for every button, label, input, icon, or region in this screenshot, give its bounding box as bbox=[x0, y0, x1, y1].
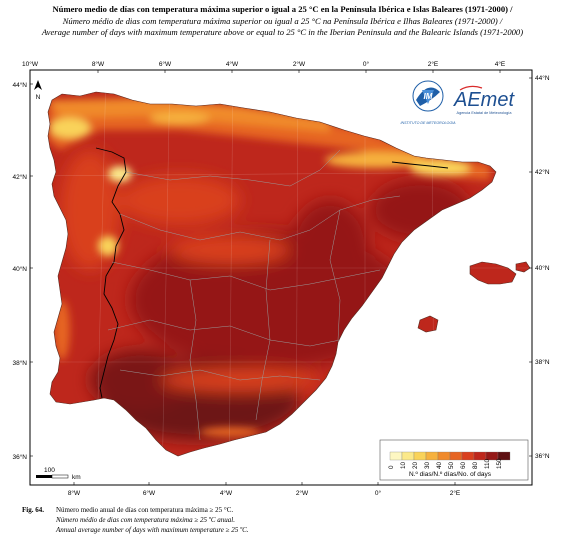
legend-class-label-9: 150 bbox=[496, 458, 503, 469]
tick-left-38n: 38°N bbox=[12, 359, 27, 367]
tick-top-10w: 10°W bbox=[22, 60, 39, 68]
tick-bottom-0: 0° bbox=[375, 489, 382, 497]
caption-english: Annual average number of days with maxim… bbox=[56, 526, 249, 534]
tick-left-36n: 36°N bbox=[12, 453, 27, 461]
title-portuguese: Número médio de dias com temperatura máx… bbox=[62, 15, 503, 26]
figure-label: Fig. 64. bbox=[22, 506, 44, 514]
tick-bottom-2w: 2°W bbox=[296, 489, 309, 497]
north-arrow-label: N bbox=[36, 94, 41, 101]
tick-top-0: 0° bbox=[363, 60, 370, 68]
legend-swatch-0 bbox=[389, 451, 403, 461]
legend-class-label-6: 60 bbox=[460, 461, 467, 469]
map-title-block: Número medio de días con temperatura máx… bbox=[0, 4, 565, 39]
scale-bar: 100 km bbox=[36, 467, 81, 481]
tick-right-38n: 38°N bbox=[535, 358, 550, 366]
tick-bottom-4w: 4°W bbox=[220, 489, 233, 497]
im-logo-icon: IM INSTITUTO DE METEOROLOGIA bbox=[400, 80, 456, 125]
tick-right-40n: 40°N bbox=[535, 264, 550, 272]
legend-swatches bbox=[389, 451, 511, 461]
legend-class-label-5: 50 bbox=[448, 461, 455, 469]
legend-class-label-2: 20 bbox=[412, 461, 419, 469]
tick-right-42n: 42°N bbox=[535, 168, 550, 176]
legend-swatch-1 bbox=[401, 451, 415, 461]
tick-bottom-6w: 6°W bbox=[143, 489, 156, 497]
tick-top-4w: 4°W bbox=[226, 60, 239, 68]
caption-spanish: Número medio anual de días con temperatu… bbox=[56, 506, 234, 514]
legend-class-label-1: 10 bbox=[400, 461, 407, 469]
legend: 0 10 20 30 40 50 60 80 110 150 N.º dias/N.º días/… bbox=[379, 439, 529, 481]
legend-class-label-0: 0 bbox=[388, 465, 395, 469]
legend-class-label-3: 30 bbox=[424, 461, 431, 469]
bottom-longitude-ticks: 8°W 6°W 4°W 2°W 0° 2°E bbox=[68, 489, 461, 497]
legend-swatch-2 bbox=[413, 451, 427, 461]
figure-caption: Fig. 64. Número medio anual de días con t… bbox=[22, 505, 249, 535]
legend-labels: 0 10 20 30 40 50 60 80 110 150 bbox=[388, 458, 503, 469]
title-spanish: Número medio de días con temperatura máx… bbox=[52, 4, 513, 14]
tick-top-2e: 2°E bbox=[428, 60, 439, 68]
right-latitude-ticks: 44°N 42°N 40°N 38°N 36°N bbox=[535, 74, 550, 460]
tick-right-44n: 44°N bbox=[535, 74, 550, 82]
scale-bar-value: 100 bbox=[44, 467, 55, 474]
legend-swatch-4 bbox=[437, 451, 451, 461]
legend-swatch-6 bbox=[461, 451, 475, 461]
caption-portuguese: Número médio de dias com temperatura máx… bbox=[56, 516, 235, 524]
legend-class-label-7: 80 bbox=[472, 461, 479, 469]
im-logo-caption: INSTITUTO DE METEOROLOGIA bbox=[400, 121, 456, 125]
tick-left-42n: 42°N bbox=[12, 173, 27, 181]
coastline bbox=[47, 91, 531, 457]
tick-right-36n: 36°N bbox=[535, 452, 550, 460]
aemet-logo-name: AEmet bbox=[453, 89, 515, 111]
legend-swatch-3 bbox=[425, 451, 439, 461]
tick-top-2w: 2°W bbox=[293, 60, 306, 68]
regional-borders bbox=[107, 149, 401, 441]
legend-title: N.º dias/N.º días/No. of days bbox=[409, 471, 492, 478]
land-temperature-field bbox=[48, 92, 530, 456]
frame-tick-marks bbox=[30, 70, 532, 485]
tick-top-8w: 8°W bbox=[92, 60, 105, 68]
aemet-logo-icon: AEmet Agencia Estatal de Meteorología bbox=[453, 85, 515, 115]
tick-top-6w: 6°W bbox=[159, 60, 172, 68]
svg-text:IM: IM bbox=[424, 92, 433, 101]
legend-class-label-4: 40 bbox=[436, 461, 443, 469]
legend-swatch-9 bbox=[497, 451, 511, 461]
legend-swatch-5 bbox=[449, 451, 463, 461]
tick-top-4e: 4°E bbox=[495, 60, 506, 68]
tick-bottom-2e: 2°E bbox=[450, 489, 461, 497]
tick-left-40n: 40°N bbox=[12, 265, 27, 273]
title-english: Average number of days with maximum temp… bbox=[41, 27, 524, 37]
legend-swatch-7 bbox=[473, 451, 487, 461]
north-arrow-icon: N bbox=[34, 80, 42, 101]
aemet-logo-subtitle: Agencia Estatal de Meteorología bbox=[457, 111, 513, 115]
left-latitude-ticks: 44°N 42°N 40°N 38°N 36°N bbox=[12, 81, 27, 461]
tick-left-44n: 44°N bbox=[12, 81, 27, 89]
legend-class-label-8: 110 bbox=[484, 458, 491, 469]
tick-bottom-8w: 8°W bbox=[68, 489, 81, 497]
scale-bar-unit: km bbox=[72, 474, 81, 481]
top-longitude-ticks: 10°W 8°W 6°W 4°W 2°W 0° 2°E 4°E bbox=[22, 60, 506, 68]
